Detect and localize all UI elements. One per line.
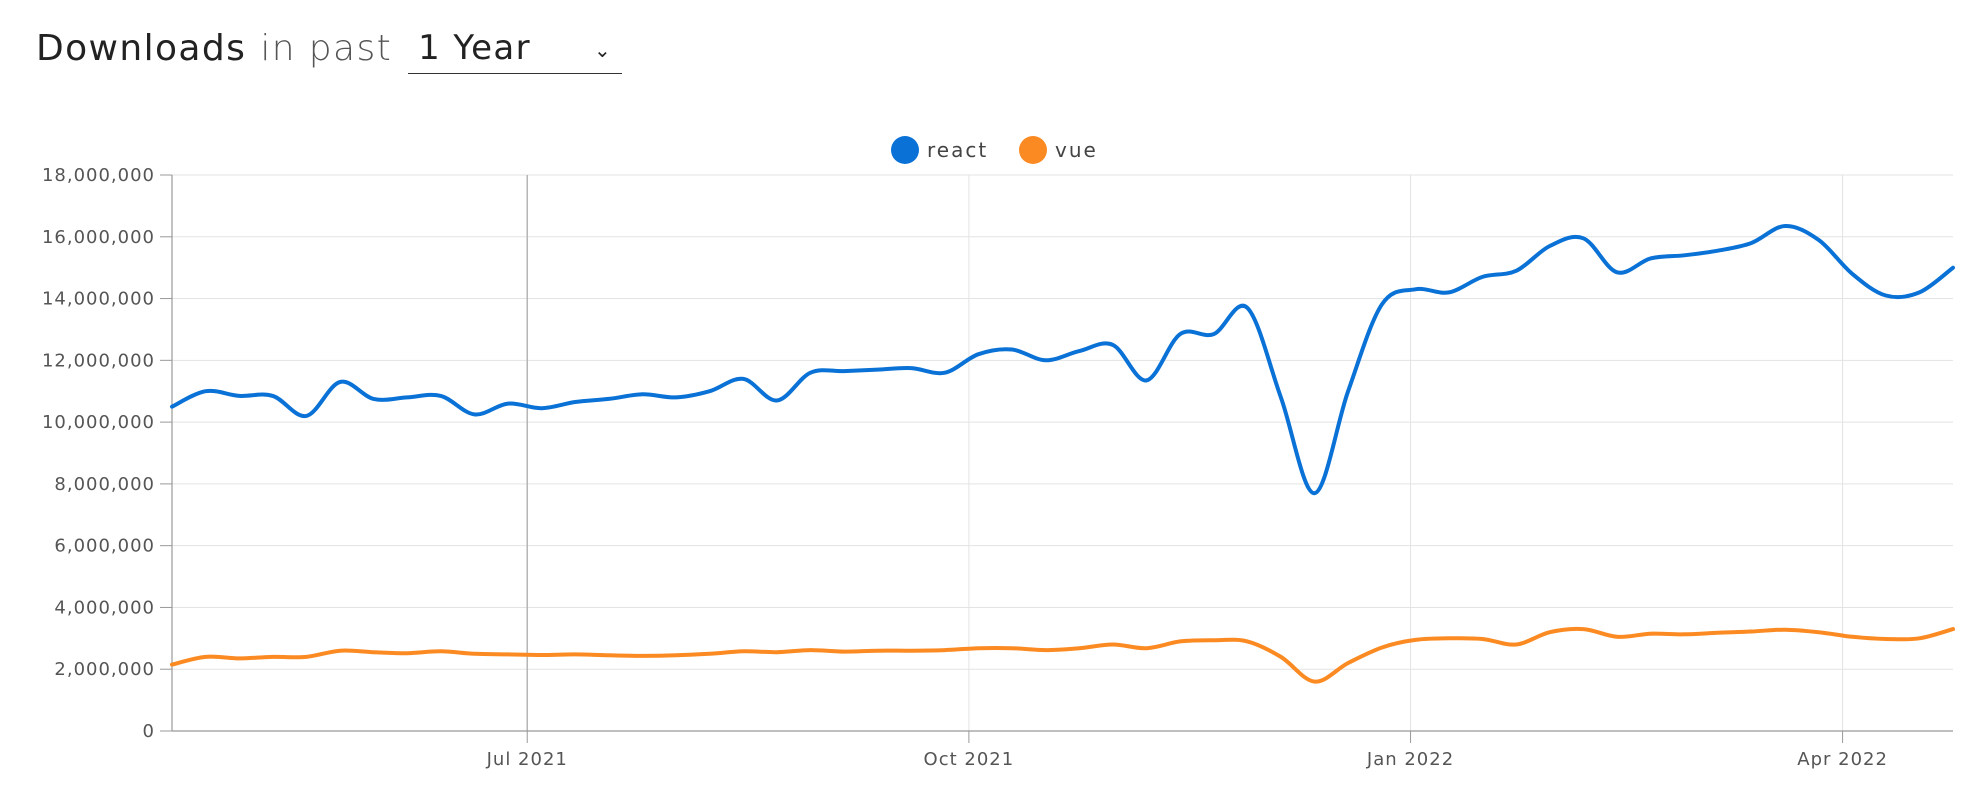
period-select[interactable]: 1 Year ⌄ bbox=[408, 22, 623, 74]
x-tick-label: Jul 2021 bbox=[486, 749, 568, 770]
legend-dot-react bbox=[891, 136, 919, 164]
legend-dot-vue bbox=[1019, 136, 1047, 164]
y-tick-label: 16,000,000 bbox=[42, 227, 155, 248]
y-tick-label: 0 bbox=[143, 721, 155, 742]
y-tick-label: 12,000,000 bbox=[42, 350, 155, 371]
legend-label-vue: vue bbox=[1055, 138, 1098, 162]
legend-label-react: react bbox=[927, 138, 988, 162]
downloads-title: Downloads bbox=[36, 27, 247, 69]
series-line-vue bbox=[170, 626, 1955, 684]
x-axis-ticks: Jul 2021 Oct 2021 Jan 2022 Apr 2022 bbox=[486, 749, 1888, 770]
chevron-down-icon: ⌄ bbox=[594, 37, 613, 62]
y-tick-label: 8,000,000 bbox=[54, 474, 155, 495]
downloads-header: Downloads in past 1 Year ⌄ bbox=[36, 18, 623, 78]
chart-axes bbox=[160, 174, 1953, 743]
y-tick-label: 14,000,000 bbox=[42, 289, 155, 310]
period-select-value: 1 Year bbox=[418, 27, 531, 68]
x-tick-label: Apr 2022 bbox=[1797, 749, 1888, 770]
y-tick-label: 2,000,000 bbox=[54, 659, 155, 680]
y-axis-ticks: 0 2,000,000 4,000,000 6,000,000 8,000,000 10,… bbox=[42, 165, 155, 742]
x-tick-label: Jan 2022 bbox=[1366, 749, 1454, 770]
y-tick-label: 10,000,000 bbox=[42, 412, 155, 433]
chart-series bbox=[170, 223, 1955, 684]
downloads-chart: 0 2,000,000 4,000,000 6,000,000 8,000,000 10,… bbox=[42, 136, 1955, 770]
y-tick-label: 4,000,000 bbox=[54, 597, 155, 618]
y-tick-label: 6,000,000 bbox=[54, 536, 155, 557]
series-line-react bbox=[170, 223, 1955, 496]
chart-legend: react vue bbox=[891, 136, 1098, 164]
x-tick-label: Oct 2021 bbox=[924, 749, 1015, 770]
y-tick-label: 18,000,000 bbox=[42, 165, 155, 186]
in-past-label: in past bbox=[260, 27, 393, 69]
chart-grid bbox=[172, 174, 1953, 731]
